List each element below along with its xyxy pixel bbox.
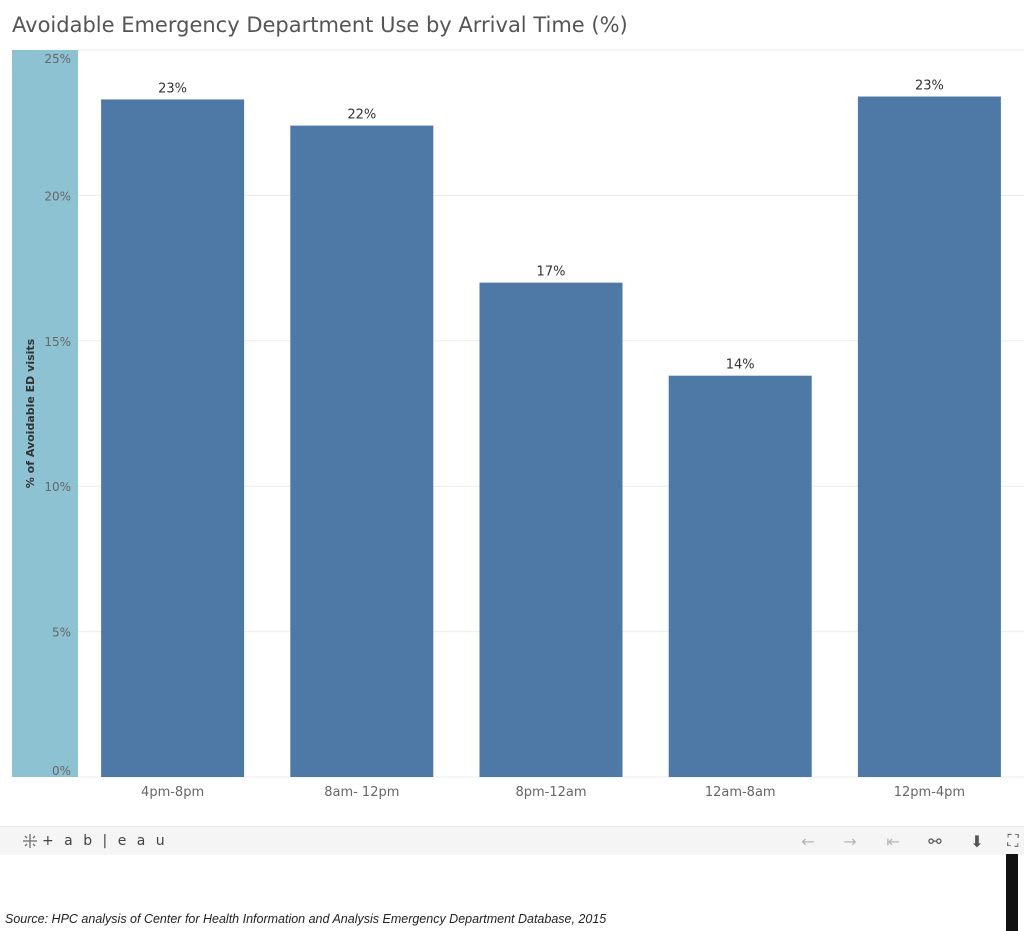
bar-data-label: 14% (726, 358, 755, 373)
bar-data-label: 23% (158, 81, 187, 96)
x-category-label: 12am-8am (705, 785, 776, 800)
undo-icon[interactable]: ← (801, 831, 815, 851)
source-note: Source: HPC analysis of Center for Healt… (5, 912, 607, 926)
bar-data-label: 22% (347, 108, 376, 123)
y-tick-label: 20% (44, 189, 71, 203)
revert-icon[interactable]: ⇤ (886, 831, 900, 851)
bar (479, 282, 623, 777)
x-category-label: 4pm-8pm (141, 785, 204, 800)
y-tick-label: 0% (52, 764, 71, 778)
share-icon[interactable]: ⚯ (928, 831, 942, 851)
tableau-logo-text: + a b | e a u (42, 833, 168, 849)
y-axis-band (12, 50, 78, 777)
y-tick-label: 5% (52, 626, 71, 640)
redo-icon[interactable]: → (843, 831, 857, 851)
tableau-logo-icon (23, 834, 37, 848)
bar-data-label: 23% (915, 79, 944, 94)
bar (101, 99, 245, 778)
tableau-logo[interactable]: + a b | e a u (22, 831, 168, 851)
y-tick-label: 25% (44, 52, 71, 66)
bar (668, 375, 812, 777)
y-tick-label: 10% (44, 480, 71, 494)
scrollbar[interactable] (1006, 826, 1024, 931)
fullscreen-icon[interactable]: ⛶ (1007, 831, 1019, 850)
bar-data-label: 17% (537, 265, 566, 280)
chart-title: Avoidable Emergency Department Use by Ar… (12, 13, 628, 37)
scrollbar-thumb[interactable] (1006, 854, 1018, 931)
y-tick-label: 15% (44, 335, 71, 349)
x-category-label: 8pm-12am (515, 785, 586, 800)
tableau-toolbar: + a b | e a u ← → ⇤ ⚯ ⬇ ⛶ (0, 826, 1024, 855)
x-category-label: 12pm-4pm (894, 785, 965, 800)
y-axis-title: % of Avoidable ED visits (24, 338, 37, 488)
bar-chart: 0% 5% 10% 15% 20% 25% % of Avoidable ED visits… (12, 49, 1024, 800)
download-icon[interactable]: ⬇ (970, 831, 984, 851)
x-category-label: 8am- 12pm (324, 785, 399, 800)
bar (290, 125, 434, 777)
bar (857, 96, 1001, 777)
